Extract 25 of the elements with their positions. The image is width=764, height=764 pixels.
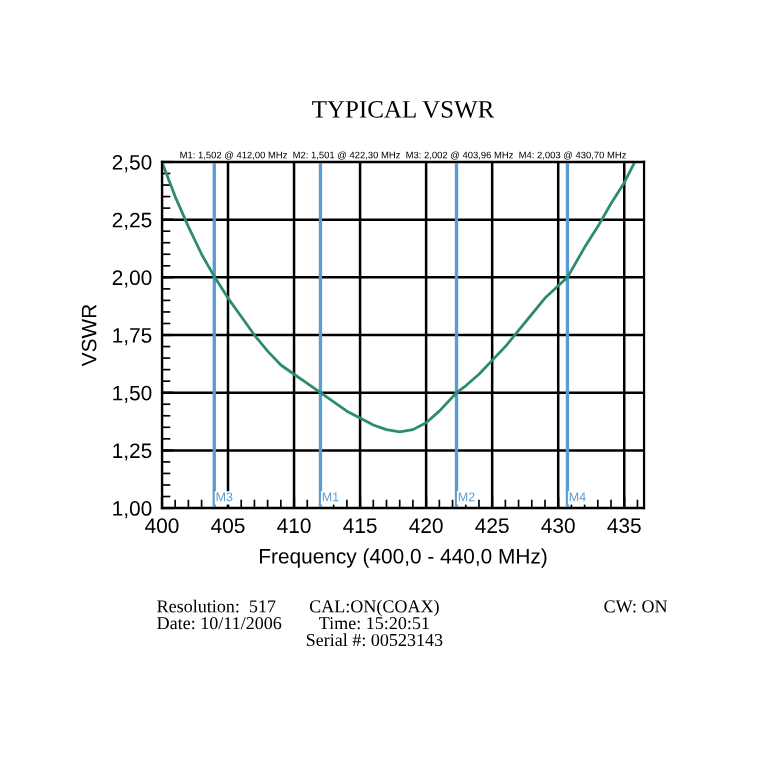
y-tick-label: 1,75 xyxy=(113,328,152,346)
y-tick-label: 1,00 xyxy=(113,501,152,519)
x-tick-label: 410 xyxy=(277,518,311,534)
text: CW: ON xyxy=(604,600,668,613)
x-tick-label: 425 xyxy=(475,518,509,534)
line-series xyxy=(161,161,637,434)
y-tick-label: 1,50 xyxy=(113,385,152,403)
text: Resolution: 517 xyxy=(157,599,276,613)
x-tick-label: 420 xyxy=(409,518,443,534)
y-axis-title: VSWR xyxy=(81,304,97,367)
text: CAL:ON(COAX) xyxy=(309,599,439,617)
x-tick-label: 405 xyxy=(211,518,245,534)
x-tick-label: 430 xyxy=(541,518,575,534)
x-axis-title: Frequency (400,0 - 440,0 MHz) xyxy=(259,548,547,568)
text: Date: 10/11/2006 xyxy=(157,617,282,630)
x-tick-label: 435 xyxy=(607,518,641,534)
y-tick-label: 2,50 xyxy=(112,154,152,173)
text: Time: 15:20:51 xyxy=(319,617,429,630)
y-tick-label: 1,25 xyxy=(113,443,152,461)
y-tick-label: 2,00 xyxy=(112,270,152,288)
x-tick-label: 400 xyxy=(145,518,179,534)
y-tick-label: 2,25 xyxy=(112,212,152,230)
chart-title: TYPICAL VSWR xyxy=(312,100,495,118)
text: Serial #: 00523143 xyxy=(306,633,443,647)
x-tick-label: 415 xyxy=(343,518,377,534)
